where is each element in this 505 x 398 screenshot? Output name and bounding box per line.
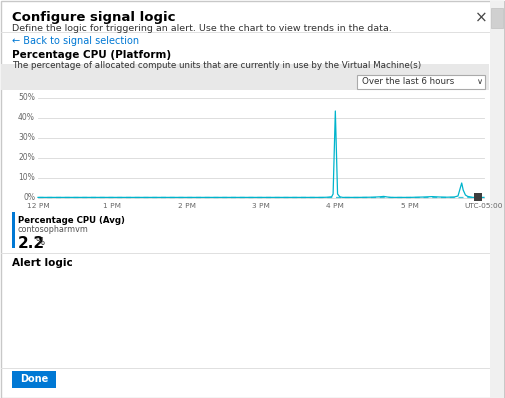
Text: Chart period: Chart period <box>360 75 420 84</box>
FancyBboxPatch shape <box>357 75 485 89</box>
Text: 0%: 0% <box>23 193 35 203</box>
Text: 20%: 20% <box>18 154 35 162</box>
Text: ⓘ: ⓘ <box>415 75 420 84</box>
Text: ×: × <box>475 10 487 25</box>
Text: 4 PM: 4 PM <box>326 203 344 209</box>
Text: 2.2: 2.2 <box>18 236 45 251</box>
Text: 2 PM: 2 PM <box>178 203 195 209</box>
Text: The percentage of allocated compute units that are currently in use by the Virtu: The percentage of allocated compute unit… <box>12 61 421 70</box>
Text: Alert logic: Alert logic <box>12 258 73 268</box>
Bar <box>491 8 503 28</box>
Text: %: % <box>36 237 45 247</box>
Bar <box>1 64 489 90</box>
Text: 10%: 10% <box>18 174 35 183</box>
Text: 50%: 50% <box>18 94 35 103</box>
Text: Configure signal logic: Configure signal logic <box>12 11 176 24</box>
Text: 3 PM: 3 PM <box>252 203 270 209</box>
Text: Over the last 6 hours: Over the last 6 hours <box>362 76 454 86</box>
Text: Done: Done <box>20 375 48 384</box>
Text: 5 PM: 5 PM <box>401 203 419 209</box>
Bar <box>38 98 484 198</box>
Bar <box>12 212 15 248</box>
Bar <box>490 0 504 398</box>
Text: 30%: 30% <box>18 133 35 142</box>
FancyBboxPatch shape <box>12 371 56 388</box>
Text: contosopharmvm: contosopharmvm <box>18 225 89 234</box>
Text: ← Back to signal selection: ← Back to signal selection <box>12 36 139 46</box>
Text: ∨: ∨ <box>477 76 483 86</box>
Text: 12 PM: 12 PM <box>27 203 49 209</box>
Text: Define the logic for triggering an alert. Use the chart to view trends in the da: Define the logic for triggering an alert… <box>12 24 392 33</box>
Text: Percentage CPU (Avg): Percentage CPU (Avg) <box>18 216 125 225</box>
Text: 40%: 40% <box>18 113 35 123</box>
Bar <box>474 193 482 201</box>
Text: Percentage CPU (Platform): Percentage CPU (Platform) <box>12 50 171 60</box>
Text: UTC-05:00: UTC-05:00 <box>465 203 503 209</box>
Text: 1 PM: 1 PM <box>104 203 121 209</box>
